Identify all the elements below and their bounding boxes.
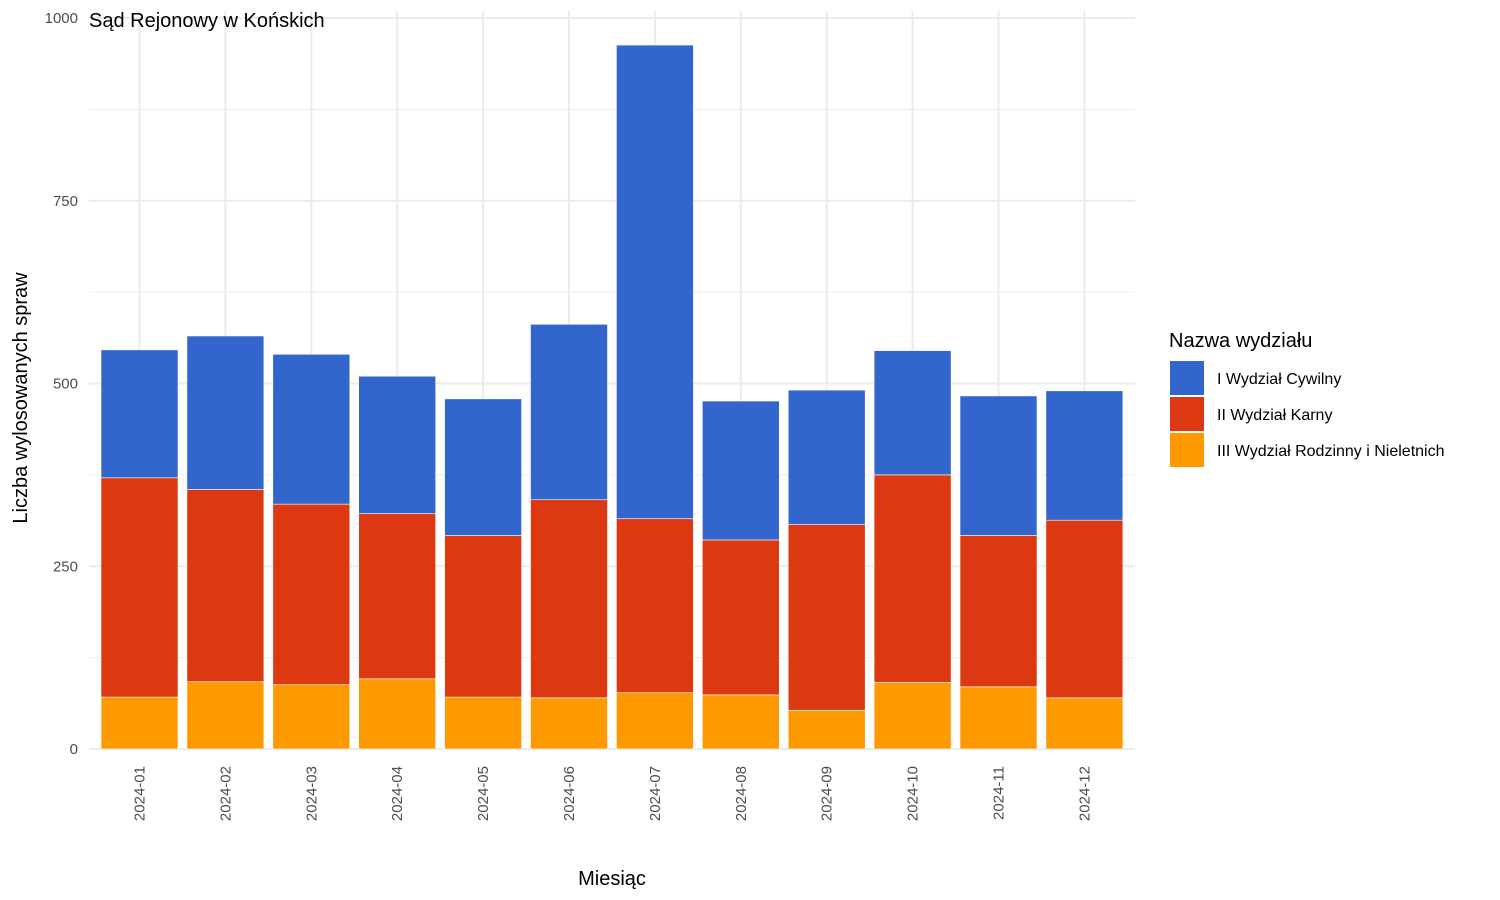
bar-segment <box>873 682 952 750</box>
bar-segment <box>100 349 179 479</box>
x-tick-label: 2024-02 <box>217 766 234 821</box>
bar-segment <box>787 524 866 711</box>
legend-label: I Wydział Cywilny <box>1217 371 1341 388</box>
bar-segment <box>959 395 1038 536</box>
x-tick-label: 2024-09 <box>819 766 836 821</box>
y-tick-label: 500 <box>53 376 78 393</box>
x-tick-label: 2024-07 <box>647 766 664 821</box>
bar-segment <box>616 44 694 520</box>
x-tick-label: 2024-10 <box>905 766 922 821</box>
x-tick-label: 2024-06 <box>561 766 578 821</box>
bar-segment <box>100 696 179 750</box>
legend: Nazwa wydziału I Wydział Cywilny II Wydzi… <box>1169 330 1445 467</box>
bar-segment <box>272 684 351 750</box>
y-axis-title: Liczba wylosowanych spraw <box>10 272 32 524</box>
legend-title: Nazwa wydziału <box>1169 330 1312 352</box>
bar-segment <box>701 539 780 696</box>
x-axis-ticks: 2024-01 2024-02 2024-03 2024-04 2024-05 2024-… <box>132 766 1094 821</box>
bar-segment <box>358 678 437 750</box>
bar-segment <box>1045 390 1124 521</box>
bar-segment <box>959 686 1038 750</box>
x-tick-label: 2024-05 <box>475 766 492 821</box>
bar-segment <box>959 535 1038 688</box>
bar-segment <box>701 694 780 750</box>
legend-swatch <box>1170 433 1204 467</box>
bar-segment <box>787 709 866 750</box>
bar-segment <box>530 697 608 750</box>
x-tick-label: 2024-11 <box>991 766 1008 820</box>
bar-segment <box>444 696 522 750</box>
bar-segment <box>186 489 265 683</box>
bar-segment <box>787 389 866 525</box>
bar-segment <box>444 535 522 698</box>
y-tick-label: 750 <box>53 193 78 210</box>
bar-segment <box>100 477 179 698</box>
bar-segment <box>1045 697 1124 750</box>
bar-segment <box>1045 519 1124 699</box>
legend-swatch <box>1170 361 1204 395</box>
x-tick-label: 2024-12 <box>1076 766 1093 821</box>
bar-segment <box>616 692 694 750</box>
bar-segment <box>358 513 437 680</box>
x-tick-label: 2024-01 <box>132 766 149 821</box>
bar-segment <box>701 400 780 541</box>
y-axis-ticks: 0 250 500 750 1000 <box>45 10 78 758</box>
bar-segment <box>444 398 522 536</box>
y-tick-label: 0 <box>70 741 78 758</box>
bar-segment <box>530 499 608 699</box>
legend-label: III Wydział Rodzinny i Nieletnich <box>1217 443 1445 460</box>
bar-segment <box>272 503 351 685</box>
bar-segment <box>186 681 265 750</box>
bars <box>100 44 1124 750</box>
x-tick-label: 2024-03 <box>303 766 320 821</box>
bar-segment <box>873 474 952 683</box>
bar-segment <box>873 350 952 476</box>
bar-segment <box>272 353 351 505</box>
y-tick-label: 250 <box>53 558 78 575</box>
legend-swatch <box>1170 397 1204 431</box>
legend-label: II Wydział Karny <box>1217 407 1332 424</box>
x-tick-label: 2024-08 <box>733 766 750 821</box>
bar-segment <box>530 323 608 501</box>
x-tick-label: 2024-04 <box>389 766 406 821</box>
y-tick-label: 1000 <box>45 10 78 27</box>
bar-segment <box>616 518 694 694</box>
x-axis-title: Miesiąc <box>578 868 646 890</box>
chart-title: Sąd Rejonowy w Końskich <box>89 10 325 32</box>
bar-segment <box>358 375 437 514</box>
bar-segment <box>186 335 265 490</box>
